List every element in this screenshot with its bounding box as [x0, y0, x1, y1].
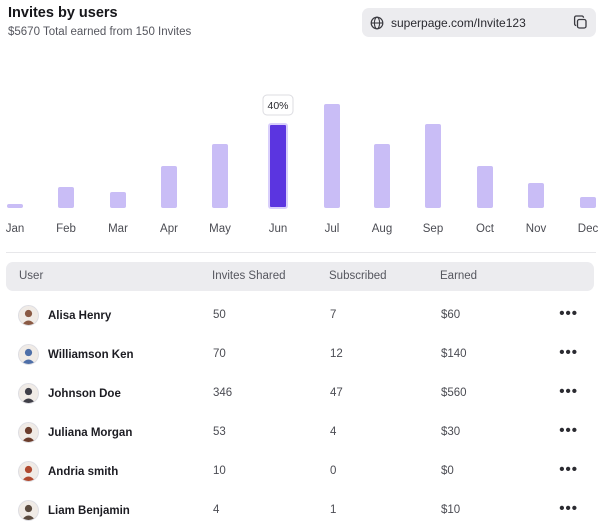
x-tick-label: Dec — [578, 223, 599, 235]
user-name: Juliana Morgan — [48, 426, 133, 439]
earned-amount: $10 — [441, 504, 461, 516]
subscribed-count: 0 — [330, 465, 337, 477]
table-row[interactable]: Williamson Ken 70 12 $140 ••• — [6, 336, 594, 375]
subscribed-count: 4 — [330, 426, 337, 438]
invites-shared: 4 — [213, 504, 220, 516]
subscribed-count: 1 — [330, 504, 337, 516]
table-row[interactable]: Juliana Morgan 53 4 $30 ••• — [6, 414, 594, 453]
chart-bar-jan[interactable] — [7, 204, 23, 208]
user-cell: Alisa Henry — [18, 305, 111, 326]
chart-bar-may[interactable] — [212, 144, 228, 208]
x-tick-label: May — [209, 223, 231, 235]
user-name: Johnson Doe — [48, 387, 121, 400]
x-tick-label: Mar — [108, 223, 128, 235]
column-header-subscribed: Subscribed — [329, 270, 387, 282]
earned-amount: $60 — [441, 309, 461, 321]
chart-bar-oct[interactable] — [477, 166, 493, 208]
highlight-tooltip: 40% — [262, 94, 294, 116]
x-tick-label: Apr — [160, 223, 178, 235]
table-row[interactable]: Liam Benjamin 4 1 $10 ••• — [6, 492, 594, 524]
invites-shared: 70 — [213, 348, 226, 360]
user-cell: Liam Benjamin — [18, 500, 130, 521]
user-cell: Juliana Morgan — [18, 422, 132, 443]
invites-shared: 10 — [213, 465, 226, 477]
chart-bar-aug[interactable] — [374, 144, 390, 208]
chart-bar-mar[interactable] — [110, 192, 126, 208]
more-options-icon[interactable]: ••• — [559, 422, 578, 439]
earned-amount: $0 — [441, 465, 454, 477]
invite-url[interactable]: superpage.com/Invite123 — [391, 15, 526, 30]
avatar — [18, 461, 39, 482]
chart-bar-nov[interactable] — [528, 183, 544, 208]
invite-link-box[interactable]: superpage.com/Invite123 — [362, 8, 596, 37]
user-cell: Andria smith — [18, 461, 118, 482]
invites-shared: 346 — [213, 387, 233, 399]
x-tick-label: Jun — [269, 223, 288, 235]
table-header: User Invites Shared Subscribed Earned — [6, 262, 594, 291]
user-cell: Johnson Doe — [18, 383, 121, 404]
page-title: Invites by users — [8, 5, 118, 21]
user-name: Liam Benjamin — [48, 504, 130, 517]
x-tick-label: Jul — [325, 223, 340, 235]
more-options-icon[interactable]: ••• — [559, 344, 578, 361]
chart-bar-jun[interactable] — [268, 123, 288, 209]
more-options-icon[interactable]: ••• — [559, 383, 578, 400]
earned-amount: $140 — [441, 348, 467, 360]
x-tick-label: Oct — [476, 223, 495, 235]
earned-amount: $30 — [441, 426, 461, 438]
earned-amount: $560 — [441, 387, 467, 399]
globe-icon — [370, 16, 384, 30]
user-name: Alisa Henry — [48, 309, 112, 322]
more-options-icon[interactable]: ••• — [559, 500, 578, 517]
chart-bar-sep[interactable] — [425, 124, 441, 208]
chart-bar-jul[interactable] — [324, 104, 340, 208]
divider — [6, 252, 596, 253]
column-header-invites: Invites Shared — [212, 270, 286, 282]
subscribed-count: 7 — [330, 309, 337, 321]
more-options-icon[interactable]: ••• — [559, 461, 578, 478]
invites-shared: 50 — [213, 309, 226, 321]
more-options-icon[interactable]: ••• — [559, 305, 578, 322]
avatar — [18, 305, 39, 326]
invites-bar-chart: Jan Feb Mar Apr May Jun Jul Aug Sep Oct Nov Dec 40% — [6, 94, 599, 235]
user-name: Williamson Ken — [48, 348, 134, 361]
avatar — [18, 383, 39, 404]
page-subtitle: $5670 Total earned from 150 Invites — [8, 26, 192, 38]
chart-bar-feb[interactable] — [58, 187, 74, 208]
chart-bar-dec[interactable] — [580, 197, 596, 208]
x-tick-label: Feb — [56, 223, 76, 235]
table-row[interactable]: Johnson Doe 346 47 $560 ••• — [6, 375, 594, 414]
copy-icon[interactable] — [573, 15, 588, 30]
highlight-tooltip-label: 40% — [267, 100, 288, 112]
avatar — [18, 344, 39, 365]
table-row[interactable]: Andria smith 10 0 $0 ••• — [6, 453, 594, 492]
user-cell: Williamson Ken — [18, 344, 134, 365]
table-row[interactable]: Alisa Henry 50 7 $60 ••• — [6, 297, 594, 336]
avatar — [18, 500, 39, 521]
x-tick-label: Nov — [526, 223, 547, 235]
column-header-earned: Earned — [440, 270, 478, 282]
x-tick-label: Jan — [6, 223, 25, 235]
subscribed-count: 12 — [330, 348, 343, 360]
x-tick-label: Sep — [423, 223, 443, 235]
subscribed-count: 47 — [330, 387, 343, 399]
invites-shared: 53 — [213, 426, 226, 438]
chart-bar-apr[interactable] — [161, 166, 177, 208]
x-tick-label: Aug — [372, 223, 392, 235]
avatar — [18, 422, 39, 443]
user-name: Andria smith — [48, 465, 119, 478]
column-header-user: User — [19, 270, 44, 282]
